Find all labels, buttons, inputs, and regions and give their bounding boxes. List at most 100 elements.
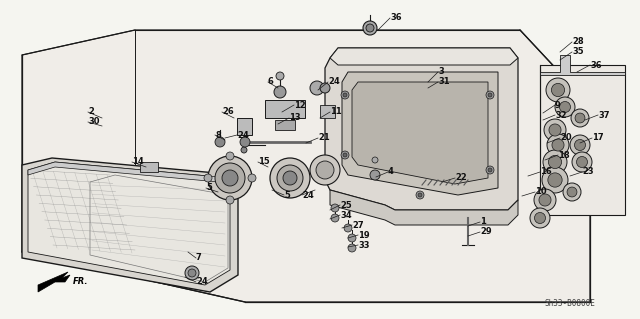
Text: 26: 26 bbox=[222, 108, 234, 116]
Text: 1: 1 bbox=[480, 218, 486, 226]
Circle shape bbox=[331, 204, 339, 212]
Circle shape bbox=[416, 191, 424, 199]
Circle shape bbox=[320, 83, 330, 93]
Circle shape bbox=[548, 173, 562, 187]
Circle shape bbox=[348, 244, 356, 252]
Polygon shape bbox=[140, 162, 158, 172]
Text: 36: 36 bbox=[590, 61, 602, 70]
Circle shape bbox=[488, 93, 492, 97]
Circle shape bbox=[241, 147, 247, 153]
Text: 28: 28 bbox=[572, 38, 584, 47]
Circle shape bbox=[188, 269, 196, 277]
Text: 5: 5 bbox=[284, 190, 290, 199]
Text: 2: 2 bbox=[88, 108, 94, 116]
Circle shape bbox=[208, 156, 252, 200]
Circle shape bbox=[559, 101, 570, 113]
Text: 24: 24 bbox=[302, 190, 314, 199]
Polygon shape bbox=[540, 55, 625, 75]
Circle shape bbox=[548, 155, 562, 169]
Text: Sh33-B0800E: Sh33-B0800E bbox=[544, 299, 595, 308]
Text: 27: 27 bbox=[352, 220, 364, 229]
Circle shape bbox=[486, 91, 494, 99]
Text: 33: 33 bbox=[358, 241, 369, 249]
Circle shape bbox=[277, 165, 303, 191]
Circle shape bbox=[215, 163, 245, 193]
Circle shape bbox=[563, 183, 581, 201]
Circle shape bbox=[567, 187, 577, 197]
Circle shape bbox=[310, 155, 340, 185]
Text: 15: 15 bbox=[258, 158, 269, 167]
Text: 3: 3 bbox=[438, 68, 444, 77]
Polygon shape bbox=[28, 162, 230, 285]
Circle shape bbox=[539, 194, 551, 206]
Circle shape bbox=[370, 170, 380, 180]
Circle shape bbox=[204, 174, 212, 182]
Text: 20: 20 bbox=[560, 133, 572, 143]
Circle shape bbox=[555, 97, 575, 117]
Circle shape bbox=[575, 139, 586, 151]
Polygon shape bbox=[22, 30, 590, 302]
Polygon shape bbox=[540, 65, 625, 215]
Circle shape bbox=[546, 78, 570, 102]
Text: 22: 22 bbox=[455, 174, 467, 182]
Circle shape bbox=[552, 139, 564, 151]
Circle shape bbox=[240, 137, 250, 147]
Text: 37: 37 bbox=[598, 110, 609, 120]
Polygon shape bbox=[22, 158, 238, 292]
Circle shape bbox=[418, 193, 422, 197]
Text: 8: 8 bbox=[215, 130, 221, 139]
Polygon shape bbox=[330, 48, 518, 65]
Polygon shape bbox=[237, 118, 252, 135]
Text: 25: 25 bbox=[340, 201, 352, 210]
Text: 7: 7 bbox=[196, 254, 202, 263]
Text: 4: 4 bbox=[388, 167, 394, 176]
Circle shape bbox=[276, 72, 284, 80]
Circle shape bbox=[274, 86, 286, 98]
Circle shape bbox=[283, 171, 297, 185]
Circle shape bbox=[571, 109, 589, 127]
Circle shape bbox=[372, 157, 378, 163]
Text: 30: 30 bbox=[88, 117, 99, 127]
Circle shape bbox=[248, 174, 256, 182]
Circle shape bbox=[331, 214, 339, 222]
Circle shape bbox=[343, 153, 347, 157]
Circle shape bbox=[575, 113, 585, 123]
Text: 11: 11 bbox=[330, 108, 342, 116]
Circle shape bbox=[577, 157, 588, 167]
Text: 32: 32 bbox=[555, 110, 566, 120]
Polygon shape bbox=[38, 272, 70, 292]
Circle shape bbox=[534, 212, 545, 224]
Polygon shape bbox=[352, 82, 488, 184]
Text: 16: 16 bbox=[540, 167, 552, 176]
Text: 35: 35 bbox=[572, 48, 584, 56]
Polygon shape bbox=[275, 120, 295, 130]
Text: 6: 6 bbox=[268, 78, 274, 86]
Text: 24: 24 bbox=[328, 78, 340, 86]
Text: 10: 10 bbox=[535, 188, 547, 197]
Polygon shape bbox=[28, 162, 238, 183]
Circle shape bbox=[226, 152, 234, 160]
Text: 36: 36 bbox=[390, 13, 402, 23]
Circle shape bbox=[348, 234, 356, 242]
Text: 5: 5 bbox=[206, 183, 212, 192]
Text: 24: 24 bbox=[196, 278, 208, 286]
Circle shape bbox=[488, 168, 492, 172]
Circle shape bbox=[572, 152, 592, 172]
Circle shape bbox=[343, 93, 347, 97]
Circle shape bbox=[547, 134, 569, 156]
Polygon shape bbox=[330, 190, 518, 225]
Circle shape bbox=[543, 150, 567, 174]
Circle shape bbox=[226, 196, 234, 204]
Text: 14: 14 bbox=[132, 158, 144, 167]
Circle shape bbox=[534, 189, 556, 211]
Circle shape bbox=[544, 119, 566, 141]
Polygon shape bbox=[342, 72, 498, 195]
Text: 19: 19 bbox=[358, 231, 370, 240]
Text: 13: 13 bbox=[289, 114, 301, 122]
Circle shape bbox=[570, 135, 590, 155]
Circle shape bbox=[270, 158, 310, 198]
Circle shape bbox=[222, 170, 238, 186]
Polygon shape bbox=[320, 105, 335, 118]
Text: 18: 18 bbox=[558, 151, 570, 160]
Circle shape bbox=[310, 81, 324, 95]
